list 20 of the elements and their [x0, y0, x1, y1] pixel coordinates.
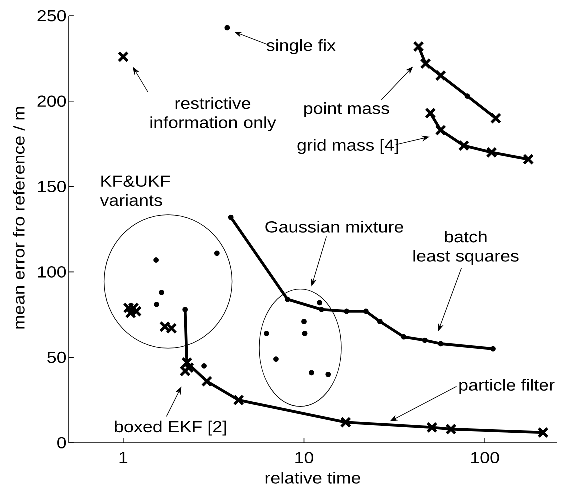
annotation: grid mass [4]	[298, 139, 398, 154]
x-axis-title: relative time	[266, 472, 360, 484]
annotation: point mass	[304, 102, 390, 118]
annotation: KF&UKF variants	[100, 176, 170, 206]
y-tick-label: 250	[38, 10, 66, 22]
annotation: particle filter	[460, 379, 555, 394]
annotation: batch least squares	[414, 230, 519, 266]
annotation: single fix	[266, 39, 336, 54]
y-tick-label: 200	[38, 96, 66, 108]
y-tick-label: 100	[38, 266, 66, 278]
y-axis-title: mean error fro reference / m	[13, 107, 25, 329]
annotation: Gaussian mixture	[266, 221, 404, 233]
x-tick-label: 10	[296, 452, 314, 464]
y-tick-label: 0	[58, 437, 66, 449]
y-tick-label: 150	[38, 181, 66, 192]
annotation: restrictive information only	[150, 97, 276, 132]
y-tick-label: 50	[48, 352, 66, 364]
x-tick-label: 1	[120, 452, 128, 464]
x-tick-label: 100	[471, 452, 500, 464]
annotation: boxed EKF [2]	[115, 420, 226, 436]
